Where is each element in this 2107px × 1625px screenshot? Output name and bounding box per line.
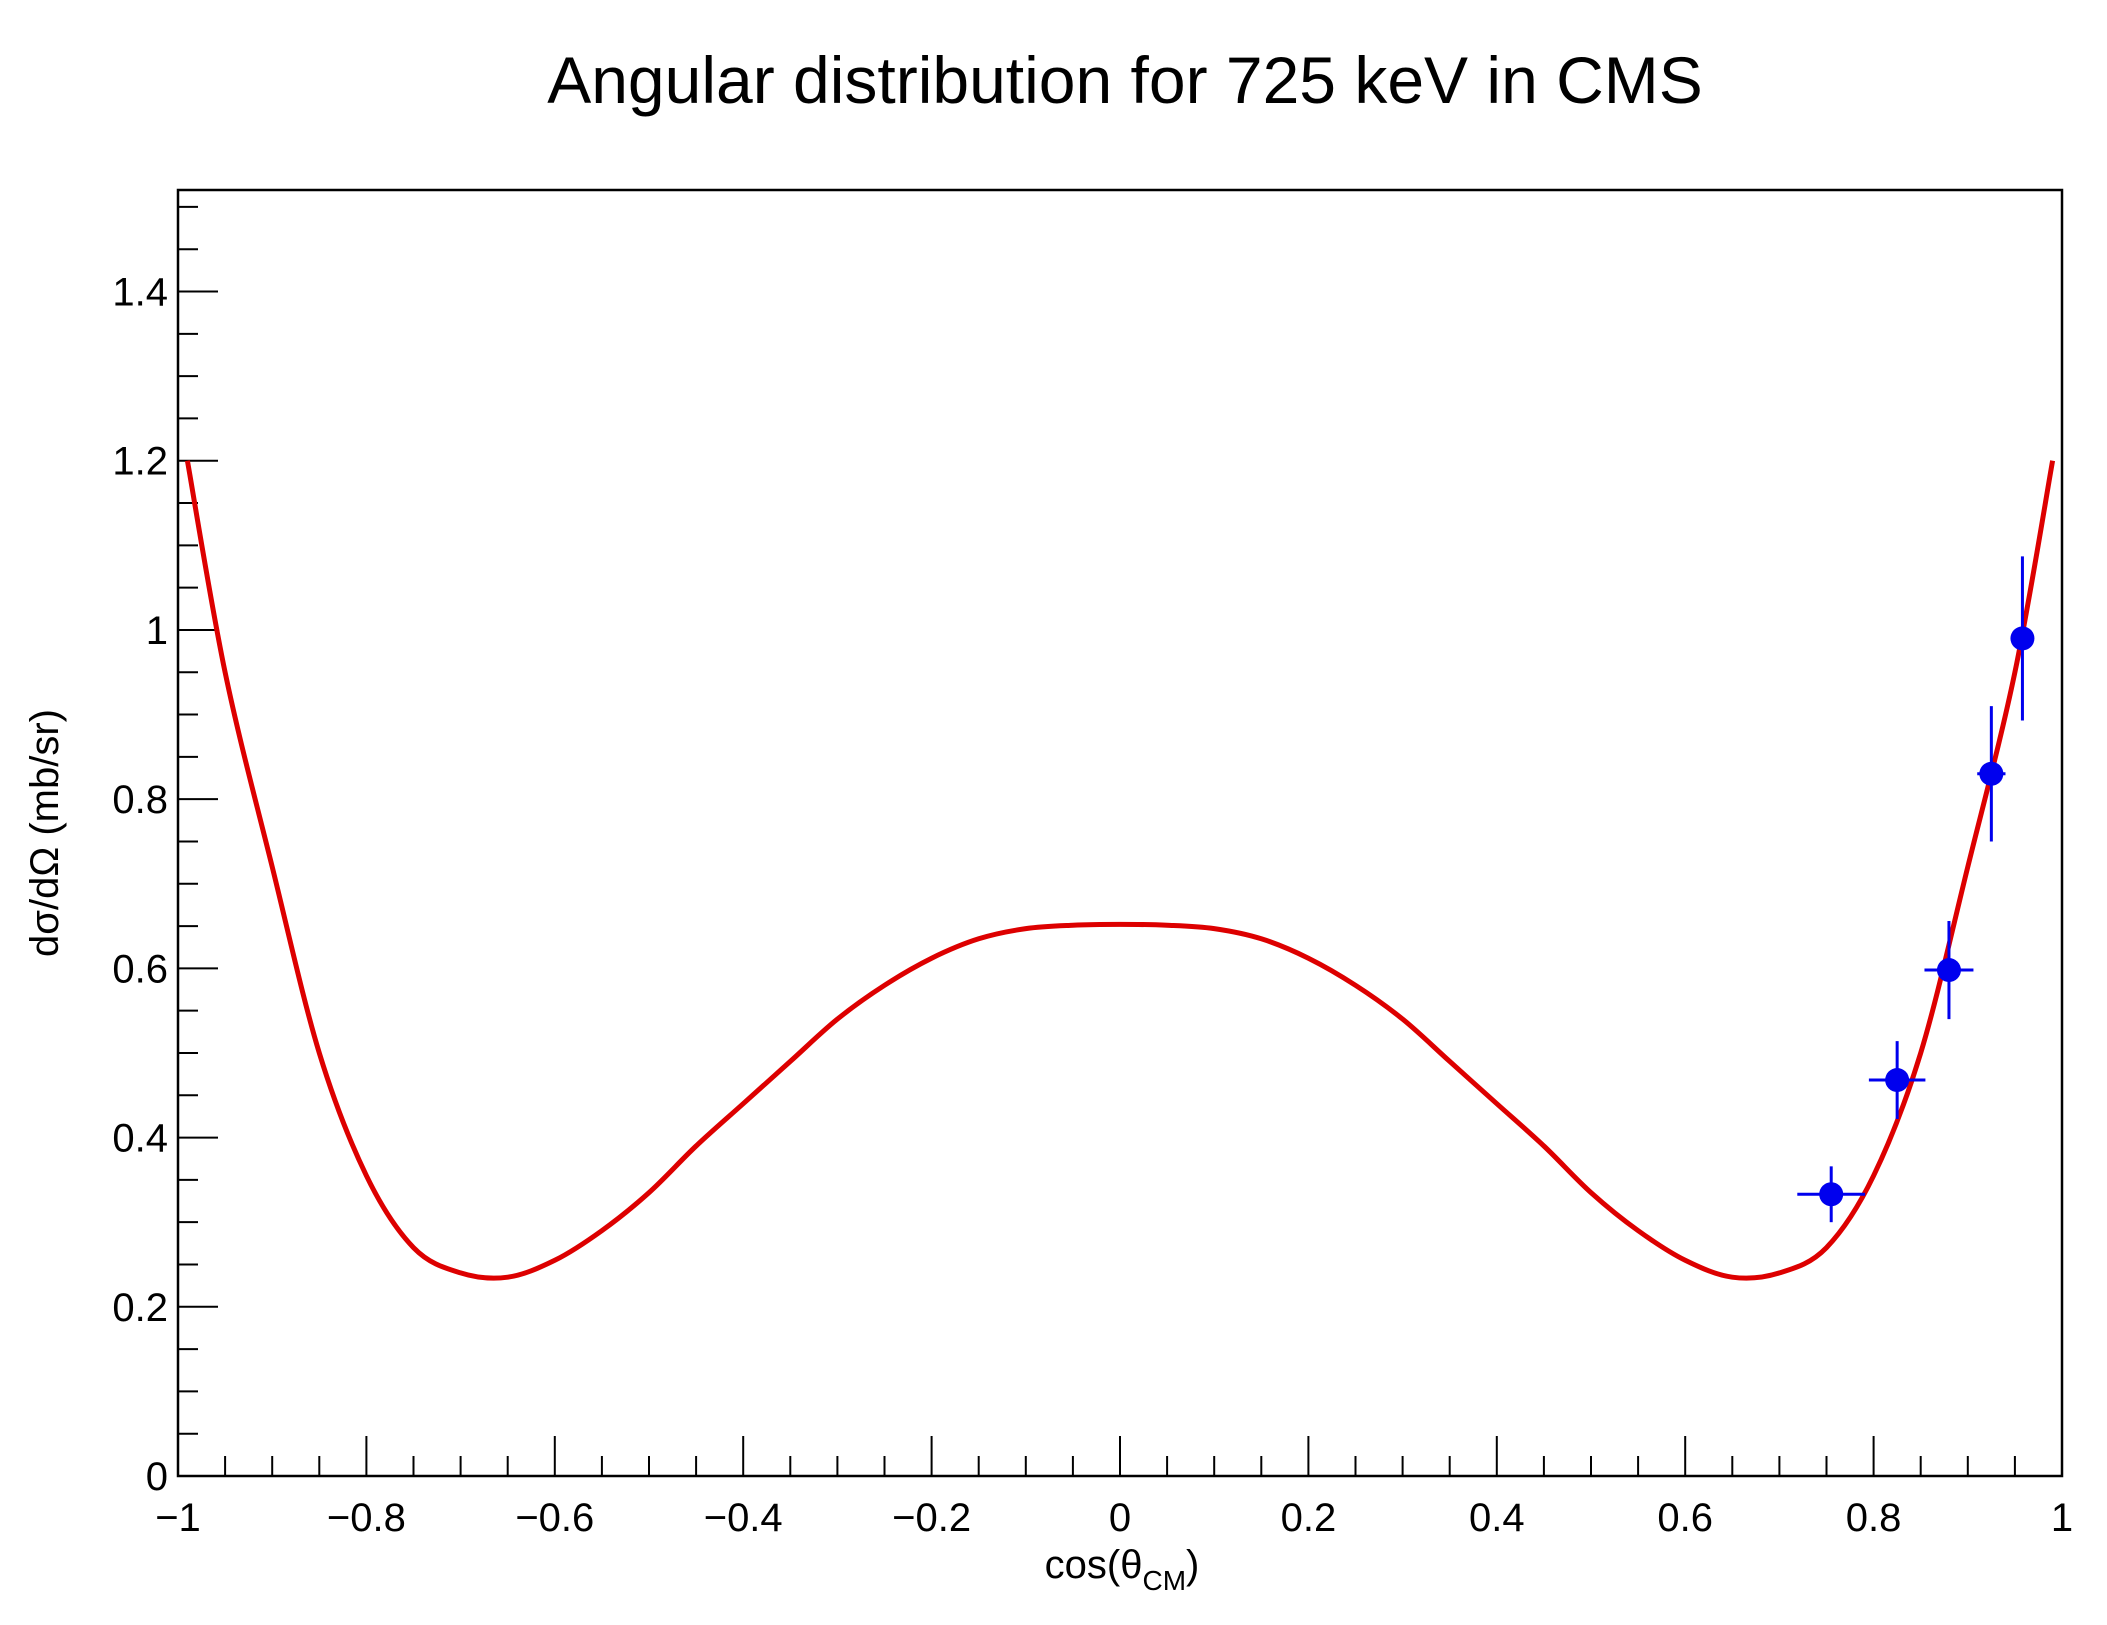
chart-title: Angular distribution for 725 keV in CMS — [547, 43, 1703, 117]
data-point — [2010, 556, 2035, 721]
y-tick-label: 0.8 — [112, 778, 168, 822]
x-tick-label: −0.2 — [892, 1496, 971, 1540]
x-tick-label: 1 — [2051, 1496, 2073, 1540]
fit-curve-group — [184, 460, 2056, 1281]
x-axis-title: cos(θCM) — [1045, 1543, 1200, 1596]
y-axis-ticks: 0 0.2 0.4 0.6 0.8 1 1.2 1.4 — [112, 271, 218, 1499]
data-point-marker — [1936, 958, 1961, 983]
x-axis-ticks: −1 −0.8 −0.6 −0.4 −0.2 0 0.2 0.4 0.6 0.8 1 — [155, 1436, 2073, 1540]
y-tick-label: 0.4 — [112, 1117, 168, 1161]
x-tick-label: 0.6 — [1657, 1496, 1713, 1540]
data-point — [1797, 1166, 1866, 1223]
y-tick-label: 0 — [146, 1455, 168, 1499]
data-points-group — [1797, 556, 2035, 1223]
x-axis-title-close: ) — [1186, 1543, 1199, 1587]
x-tick-label: −1 — [155, 1496, 201, 1540]
x-tick-label: −0.8 — [327, 1496, 406, 1540]
data-point-marker — [1819, 1182, 1844, 1207]
data-point-marker — [2010, 626, 2035, 651]
y-tick-label: 1.2 — [112, 440, 168, 484]
x-tick-label: −0.4 — [704, 1496, 783, 1540]
x-tick-label: 0.8 — [1846, 1496, 1902, 1540]
fit-curve — [184, 460, 2056, 1281]
x-axis-title-subscript: CM — [1142, 1565, 1186, 1596]
x-tick-label: 0.2 — [1281, 1496, 1337, 1540]
y-tick-label: 1 — [146, 609, 168, 653]
x-tick-label: 0 — [1109, 1496, 1131, 1540]
data-point — [1924, 920, 1974, 1020]
y-tick-label: 0.2 — [112, 1286, 168, 1330]
x-tick-label: −0.6 — [515, 1496, 594, 1540]
data-point-marker — [1979, 761, 2004, 786]
minor-ticks — [178, 205, 2016, 1476]
y-tick-label: 1.4 — [112, 271, 168, 315]
x-axis-title-main: cos(θ — [1045, 1543, 1143, 1587]
y-axis-title: dσ/dΩ (mb/sr) — [23, 709, 67, 957]
data-point-marker — [1885, 1068, 1910, 1093]
x-tick-label: 0.4 — [1469, 1496, 1525, 1540]
data-point — [1977, 706, 2006, 842]
data-point — [1868, 1041, 1926, 1119]
y-tick-label: 0.6 — [112, 947, 168, 991]
